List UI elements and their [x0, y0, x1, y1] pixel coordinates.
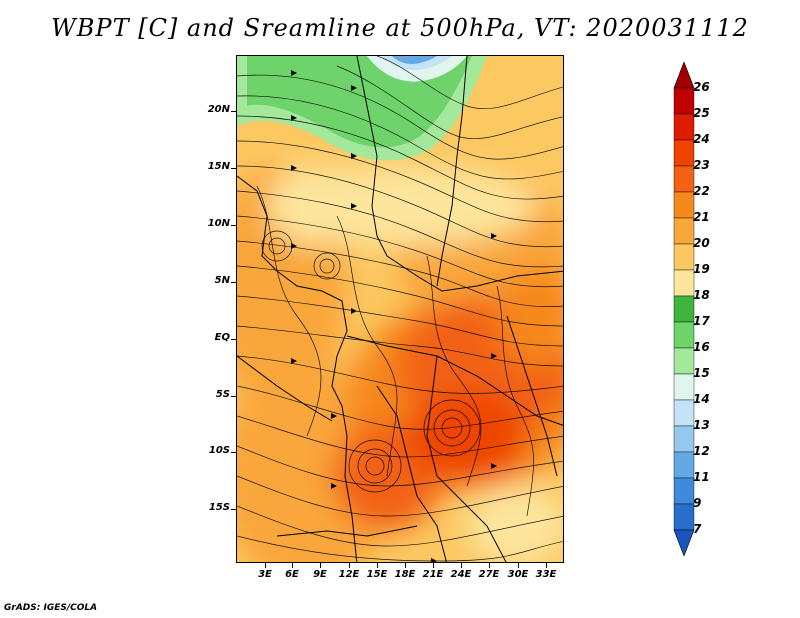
lon-label-3e: 3E — [258, 569, 272, 580]
colorbar-label-23: 23 — [693, 158, 710, 172]
lon-label-33e: 33E — [535, 569, 557, 580]
colorbar-label-9: 9 — [693, 496, 702, 510]
lon-label-24e: 24E — [450, 569, 472, 580]
lon-label-21e: 21E — [422, 569, 444, 580]
colorbar-label-25: 25 — [693, 106, 710, 120]
colorbar-label-11: 11 — [693, 470, 710, 484]
lat-label-20n: 20N — [207, 104, 230, 115]
lat-label-15n: 15N — [207, 161, 230, 172]
colorbar-label-13: 13 — [693, 418, 710, 432]
lat-label-5s: 5S — [215, 389, 230, 400]
colorbar-label-16: 16 — [693, 340, 710, 354]
lat-label-eq: EQ — [214, 332, 230, 343]
lon-label-9e: 9E — [313, 569, 327, 580]
map-graphic — [237, 56, 563, 562]
colorbar-label-12: 12 — [693, 444, 710, 458]
lon-label-6e: 6E — [285, 569, 299, 580]
map-panel — [236, 55, 564, 563]
colorbar-label-21: 21 — [693, 210, 710, 224]
colorbar-label-24: 24 — [693, 132, 710, 146]
lon-label-27e: 27E — [478, 569, 500, 580]
colorbar-label-22: 22 — [693, 184, 710, 198]
colorbar-label-20: 20 — [693, 236, 710, 250]
lon-label-15e: 15E — [366, 569, 388, 580]
lat-label-5n: 5N — [214, 275, 230, 286]
grads-credit: GrADS: IGES/COLA — [4, 603, 98, 613]
lon-label-18e: 18E — [394, 569, 416, 580]
colorbar-label-17: 17 — [693, 314, 710, 328]
lat-label-10s: 10S — [208, 445, 230, 456]
lat-label-10n: 10N — [207, 218, 230, 229]
lon-label-30e: 30E — [507, 569, 529, 580]
chart-title: WBPT [C] and Sreamline at 500hPa, VT: 20… — [51, 14, 749, 42]
lat-label-15s: 15S — [208, 502, 230, 513]
colorbar-label-19: 19 — [693, 262, 710, 276]
colorbar — [673, 62, 695, 556]
colorbar-label-18: 18 — [693, 288, 710, 302]
colorbar-label-14: 14 — [693, 392, 710, 406]
colorbar-label-26: 26 — [693, 80, 710, 94]
colorbar-label-15: 15 — [693, 366, 710, 380]
lon-label-12e: 12E — [338, 569, 360, 580]
colorbar-label-7: 7 — [693, 522, 702, 536]
